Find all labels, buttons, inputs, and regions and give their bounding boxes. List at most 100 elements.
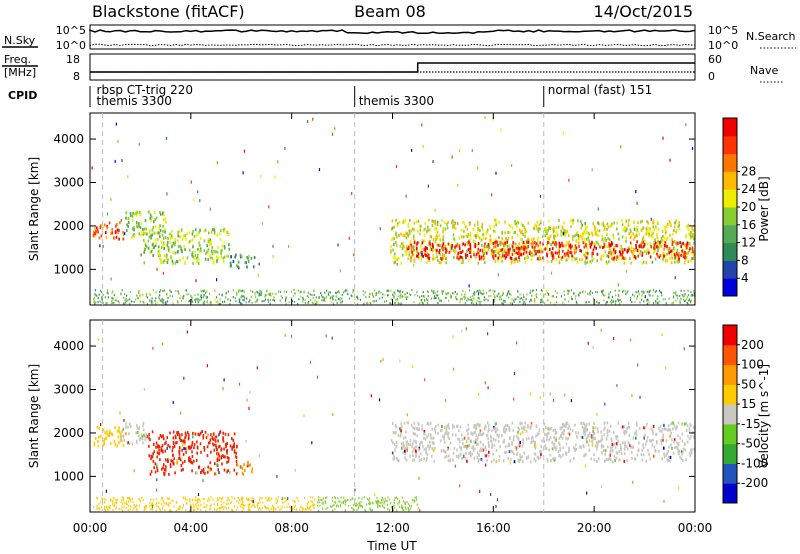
velocity-cell [227,496,229,499]
power-cell [267,293,269,296]
velocity-cell [337,505,339,508]
power-cell [419,302,421,305]
power-cell [572,234,574,238]
velocity-cell [505,428,507,432]
power-cell [600,290,603,293]
power-cell [464,253,467,257]
velocity-cell [161,498,163,501]
power-cell [230,255,232,259]
power-cell [606,233,608,237]
velocity-cell [210,467,212,471]
power-cell [679,300,681,303]
power-cell [133,226,135,230]
power-cell [571,219,574,223]
power-cell [494,295,496,298]
power-cell [168,250,171,254]
power-cell [416,291,418,294]
power-cell [666,259,668,263]
power-cell [320,292,322,294]
power-cell [529,250,532,254]
velocity-cell [636,453,639,457]
power-cell [208,242,211,246]
velocity-cell [132,508,134,511]
velocity-cell [120,508,122,510]
power-cell [216,259,218,263]
velocity-cell [281,505,283,508]
velocity-cell [184,442,186,446]
power-cell [563,221,565,225]
power-cell [418,224,421,228]
power-cell [324,291,326,294]
power-cell [116,223,118,226]
velocity-cell [193,446,195,450]
velocity-cell [278,496,280,499]
velocity-cell [185,436,187,440]
velocity-cell [307,507,309,510]
power-cell [584,301,587,304]
velocity-cell [465,447,468,451]
power-cell [654,291,656,293]
power-cell [494,259,497,263]
power-cell [237,266,240,270]
velocity-cell [376,496,378,499]
power-cell [657,249,659,252]
power-cell [675,242,677,246]
velocity-cell [535,434,537,438]
power-cell [161,298,163,301]
power-cell [628,218,630,222]
velocity-cell [216,448,218,452]
velocity-cell [586,491,588,495]
power-cell [129,211,132,215]
power-cell [480,238,483,242]
power-cell [506,253,509,257]
velocity-cell [206,445,209,449]
power-cell [466,249,468,253]
power-cell [558,250,560,254]
power-cell [520,237,522,241]
power-cell [611,242,614,246]
velocity-cell [662,433,664,437]
power-cell [476,289,479,292]
power-cell [605,260,608,264]
velocity-cell [591,439,593,443]
power-cell [162,212,164,216]
velocity-cell [221,462,223,466]
power-cell [168,246,170,249]
power-cell [585,244,587,248]
velocity-cell [172,453,174,457]
power-cell [190,180,192,184]
power-cell [548,237,551,241]
velocity-cell [218,458,221,462]
velocity-cell [115,500,117,503]
velocity-cell [186,498,188,501]
velocity-cell [173,462,175,466]
power-cell [656,236,659,240]
power-cell [672,295,675,298]
power-cell [264,298,266,301]
power-cell [576,260,579,264]
velocity-cell [200,471,202,475]
power-cell [526,246,529,250]
power-cell [545,247,548,251]
power-cell [566,229,569,233]
velocity-cell [645,442,647,446]
velocity-cell [466,444,469,448]
power-cell [492,289,494,292]
velocity-cell [368,501,371,504]
velocity-cell [286,505,288,508]
colorbar-tick-label: 12 [741,236,756,250]
velocity-cell [267,496,270,499]
velocity-cell [679,436,681,440]
velocity-cell [593,453,595,456]
velocity-cell [122,427,125,431]
velocity-cell [129,508,131,511]
velocity-cell [471,433,474,437]
power-cell [683,289,685,292]
power-cell [688,232,690,236]
power-cell [107,292,109,295]
velocity-cell [227,502,229,505]
power-cell [410,229,412,233]
velocity-cell [168,497,170,500]
velocity-cell [361,497,363,500]
power-cell [133,233,136,236]
